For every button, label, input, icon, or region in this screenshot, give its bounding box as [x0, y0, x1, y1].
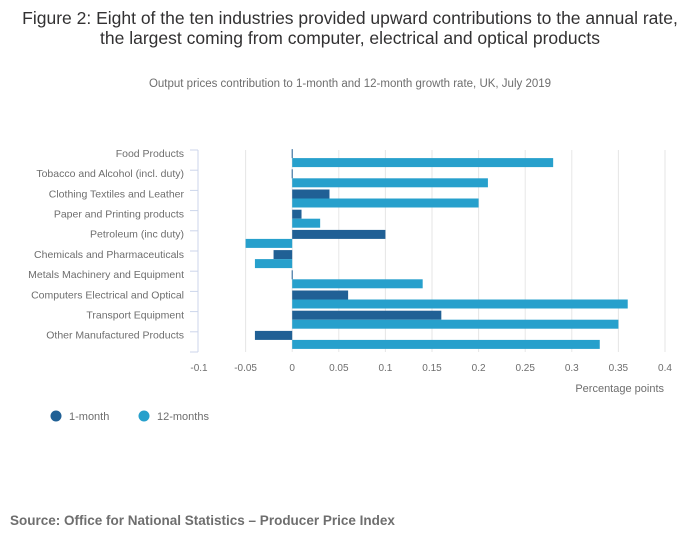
x-tick-label: 0.1 — [378, 363, 392, 374]
category-label: Tobacco and Alcohol (incl. duty) — [36, 168, 184, 180]
legend-item-1-month[interactable]: 1-month — [50, 410, 110, 424]
bar-12-months — [292, 319, 619, 329]
bar-12-months — [292, 198, 479, 208]
bar-12-months — [254, 259, 293, 269]
bar-1-month — [292, 209, 302, 219]
category-label: Food Products — [116, 148, 184, 160]
bar-1-month — [292, 310, 442, 320]
y-axis: Food Products Tobacco and Alcohol (incl. … — [28, 148, 199, 353]
category-label: Metals Machinery and Equipment — [28, 269, 184, 281]
bar-12-months — [292, 339, 600, 349]
category-label: Other Manufactured Products — [46, 330, 184, 342]
bar-1-month — [292, 229, 386, 239]
category-label: Clothing Textiles and Leather — [49, 188, 185, 200]
x-tick-label: 0.3 — [565, 363, 579, 374]
legend-marker-icon — [138, 410, 150, 422]
bar-1-month — [273, 250, 293, 260]
x-tick-label: 0 — [289, 363, 295, 374]
x-axis-title: Percentage points — [575, 383, 664, 395]
bar-12-months — [292, 158, 554, 168]
bar-1-month — [254, 330, 293, 340]
bar-1-month — [292, 290, 349, 300]
x-tick-label: 0.25 — [515, 363, 535, 374]
legend-label: 12-months — [157, 411, 209, 423]
bar-12-months — [245, 238, 293, 248]
bar-1-month — [291, 169, 293, 179]
x-tick-label: -0.1 — [190, 363, 208, 374]
bar-12-months — [292, 279, 423, 289]
chart-subtitle: Output prices contribution to 1-month an… — [148, 78, 552, 90]
bar-1-month — [292, 189, 330, 199]
legend: 1-month 12-months — [50, 410, 210, 424]
legend-item-12-months[interactable]: 12-months — [138, 410, 210, 424]
x-tick-label: 0.35 — [609, 363, 629, 374]
bar-1-month — [291, 149, 293, 159]
bars — [245, 149, 628, 349]
chart-title: Figure 2: Eight of the ten industries pr… — [22, 8, 678, 48]
x-tick-label: -0.05 — [234, 363, 257, 374]
category-label: Paper and Printing products — [54, 208, 184, 220]
source-note: Source: Office for National Statistics –… — [10, 513, 395, 528]
category-label: Chemicals and Pharmaceuticals — [34, 249, 184, 261]
bar-1-month — [291, 270, 293, 280]
legend-label: 1-month — [69, 411, 109, 423]
category-label: Petroleum (inc duty) — [90, 229, 184, 241]
x-tick-label: 0.05 — [329, 363, 349, 374]
x-tick-label: 0.2 — [472, 363, 486, 374]
x-tick-label: 0.4 — [658, 363, 672, 374]
x-tick-label: 0.15 — [422, 363, 442, 374]
bar-12-months — [292, 178, 488, 188]
bar-12-months — [292, 299, 628, 309]
legend-marker-icon — [50, 410, 62, 422]
bar-12-months — [292, 218, 321, 228]
x-axis-ticks: -0.1 -0.05 0 0.05 0.1 0.15 0.2 0.25 0.3 0.35 0.4 — [190, 363, 672, 374]
category-label: Computers Electrical and Optical — [31, 289, 184, 301]
category-label: Transport Equipment — [86, 309, 184, 321]
